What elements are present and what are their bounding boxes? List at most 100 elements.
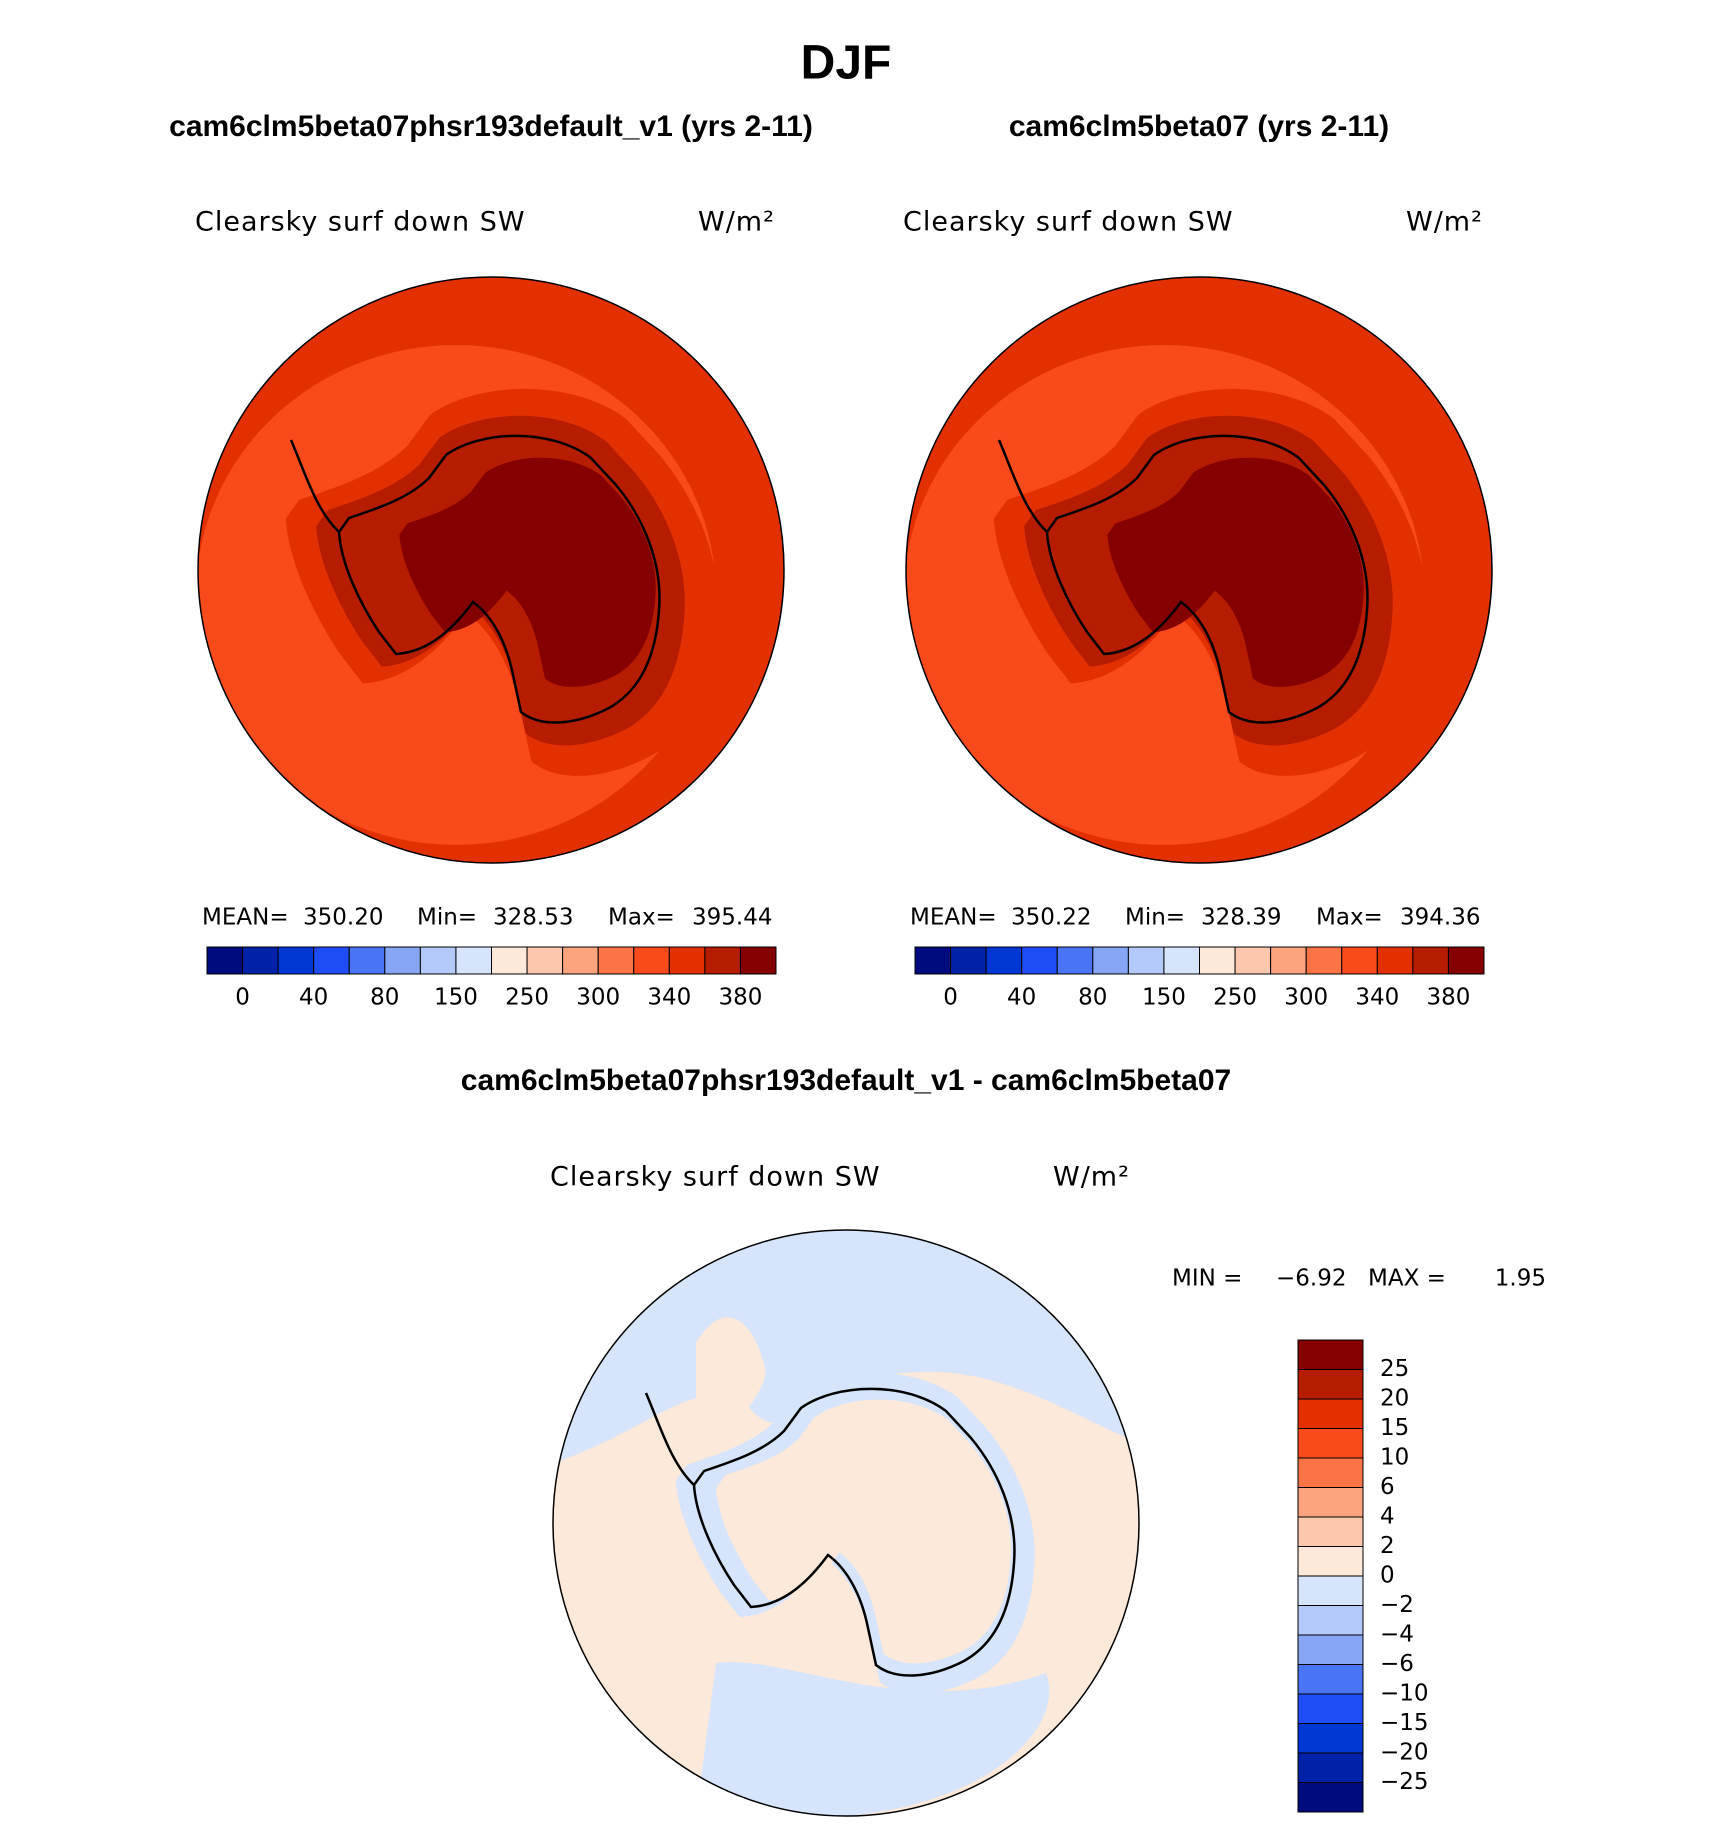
colorbar-box <box>242 946 279 975</box>
field-label: Clearsky surf down SW <box>903 207 1234 238</box>
colorbar-box <box>1297 1723 1364 1754</box>
colorbar-label: 300 <box>576 985 620 1011</box>
colorbar-label: 0 <box>1380 1563 1395 1589</box>
colorbar-box <box>1297 1428 1364 1459</box>
colorbar-box <box>1056 946 1094 975</box>
colorbar-box <box>526 946 564 975</box>
colorbar-box <box>633 946 670 975</box>
stat-value: 394.36 <box>1400 905 1480 931</box>
figure-title: DJF <box>801 37 892 90</box>
stat-label: MIN = <box>1172 1266 1242 1292</box>
colorbar-box <box>597 946 635 975</box>
colorbar-label: 6 <box>1380 1474 1395 1500</box>
colorbar-box <box>419 946 457 975</box>
colorbar-label: −2 <box>1380 1592 1414 1618</box>
colorbar-label: −4 <box>1380 1622 1414 1648</box>
colorbar-label: 15 <box>1380 1415 1409 1441</box>
colorbar-box <box>1412 946 1449 975</box>
colorbar-box <box>1297 1457 1364 1488</box>
colorbar-label: 0 <box>235 985 250 1011</box>
map-panel <box>552 1229 1140 1817</box>
stat-label: MAX = <box>1368 1266 1446 1292</box>
colorbar-box <box>914 946 952 975</box>
colorbar-box <box>1305 946 1343 975</box>
colorbar-box <box>1021 946 1058 975</box>
colorbar-label: 340 <box>1355 985 1399 1011</box>
stat-value: 328.53 <box>493 905 573 931</box>
colorbar-label: 380 <box>1426 985 1470 1011</box>
colorbar-box <box>1297 1546 1364 1577</box>
units-label: W/m² <box>1053 1162 1130 1193</box>
colorbar-label: 340 <box>647 985 691 1011</box>
colorbar-box <box>1297 1516 1364 1547</box>
colorbar-box <box>668 946 706 975</box>
colorbar-box <box>1297 1634 1364 1665</box>
colorbar-box <box>1127 946 1165 975</box>
stat-value: 1.95 <box>1495 1266 1546 1292</box>
colorbar-box <box>1199 946 1236 975</box>
colorbar-label: 40 <box>1007 985 1036 1011</box>
colorbar-label: 250 <box>505 985 549 1011</box>
colorbar-box <box>1376 946 1414 975</box>
panel-title: cam6clm5beta07phsr193default_v1 - cam6cl… <box>461 1064 1231 1097</box>
colorbar-label: 250 <box>1213 985 1257 1011</box>
colorbar-box <box>1297 1782 1364 1813</box>
colorbar-box <box>1297 1369 1364 1400</box>
labels: cam6clm5beta07phsr193default_v1 (yrs 2-1… <box>169 110 1546 1813</box>
colorbar-box <box>455 946 492 975</box>
colorbar-label: 0 <box>943 985 958 1011</box>
panel-title: cam6clm5beta07phsr193default_v1 (yrs 2-1… <box>169 110 813 143</box>
colorbar-label: 20 <box>1380 1386 1409 1412</box>
colorbar-label: 380 <box>718 985 762 1011</box>
colorbar-box <box>704 946 741 975</box>
colorbar-box <box>1297 1605 1364 1636</box>
field-label: Clearsky surf down SW <box>195 207 526 238</box>
colorbar-box <box>1297 1339 1364 1370</box>
colorbar-label: −10 <box>1380 1681 1429 1707</box>
field-label: Clearsky surf down SW <box>550 1162 881 1193</box>
colorbar-box <box>1270 946 1307 975</box>
colorbar-label: −6 <box>1380 1651 1414 1677</box>
colorbar-label: 40 <box>299 985 328 1011</box>
stat-label: MEAN= <box>202 905 289 931</box>
colorbar-label: 80 <box>370 985 399 1011</box>
colorbar-box <box>277 946 315 975</box>
stat-label: Min= <box>1125 905 1185 931</box>
stat-value: 350.22 <box>1011 905 1091 931</box>
stat-value: 395.44 <box>692 905 772 931</box>
colorbar-label: 25 <box>1380 1356 1409 1382</box>
panel-title: cam6clm5beta07 (yrs 2-11) <box>1009 110 1389 143</box>
colorbar-box <box>313 946 350 975</box>
colorbar-box <box>1297 1664 1364 1695</box>
colorbar-box <box>1163 946 1200 975</box>
colorbar-label: 150 <box>1142 985 1186 1011</box>
colorbar-box <box>348 946 386 975</box>
colorbar-label: −25 <box>1380 1769 1429 1795</box>
colorbar-box <box>1297 1752 1364 1783</box>
colorbar-label: 150 <box>434 985 478 1011</box>
colorbar-box <box>1297 1487 1364 1518</box>
colorbar-box <box>206 946 244 975</box>
map-panel <box>905 276 1493 864</box>
colorbar-box <box>1297 1398 1364 1429</box>
colorbar-box <box>1092 946 1129 975</box>
colorbar-box <box>384 946 421 975</box>
colorbar-label: 80 <box>1078 985 1107 1011</box>
stat-label: Max= <box>1316 905 1383 931</box>
stat-label: Max= <box>608 905 675 931</box>
colorbar-box <box>1447 946 1485 975</box>
stat-label: MEAN= <box>910 905 997 931</box>
colorbar-box <box>1234 946 1272 975</box>
stat-value: −6.92 <box>1276 1266 1346 1292</box>
map-panel <box>197 276 785 864</box>
colorbar-box <box>491 946 528 975</box>
colorbar-box <box>1297 1693 1364 1724</box>
colorbar-box <box>1297 1575 1364 1606</box>
colorbar-box <box>739 946 777 975</box>
colorbar-label: 2 <box>1380 1533 1395 1559</box>
colorbar-label: 4 <box>1380 1504 1395 1530</box>
colorbar-label: −15 <box>1380 1710 1429 1736</box>
colorbar-box <box>950 946 987 975</box>
stat-value: 328.39 <box>1201 905 1281 931</box>
